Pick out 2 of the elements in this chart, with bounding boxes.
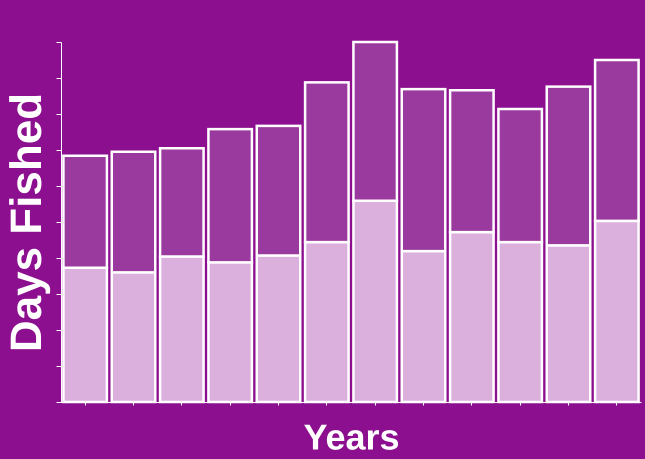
y-axis-title: Days Fished <box>2 92 51 352</box>
x-axis-title: Years <box>303 416 400 458</box>
